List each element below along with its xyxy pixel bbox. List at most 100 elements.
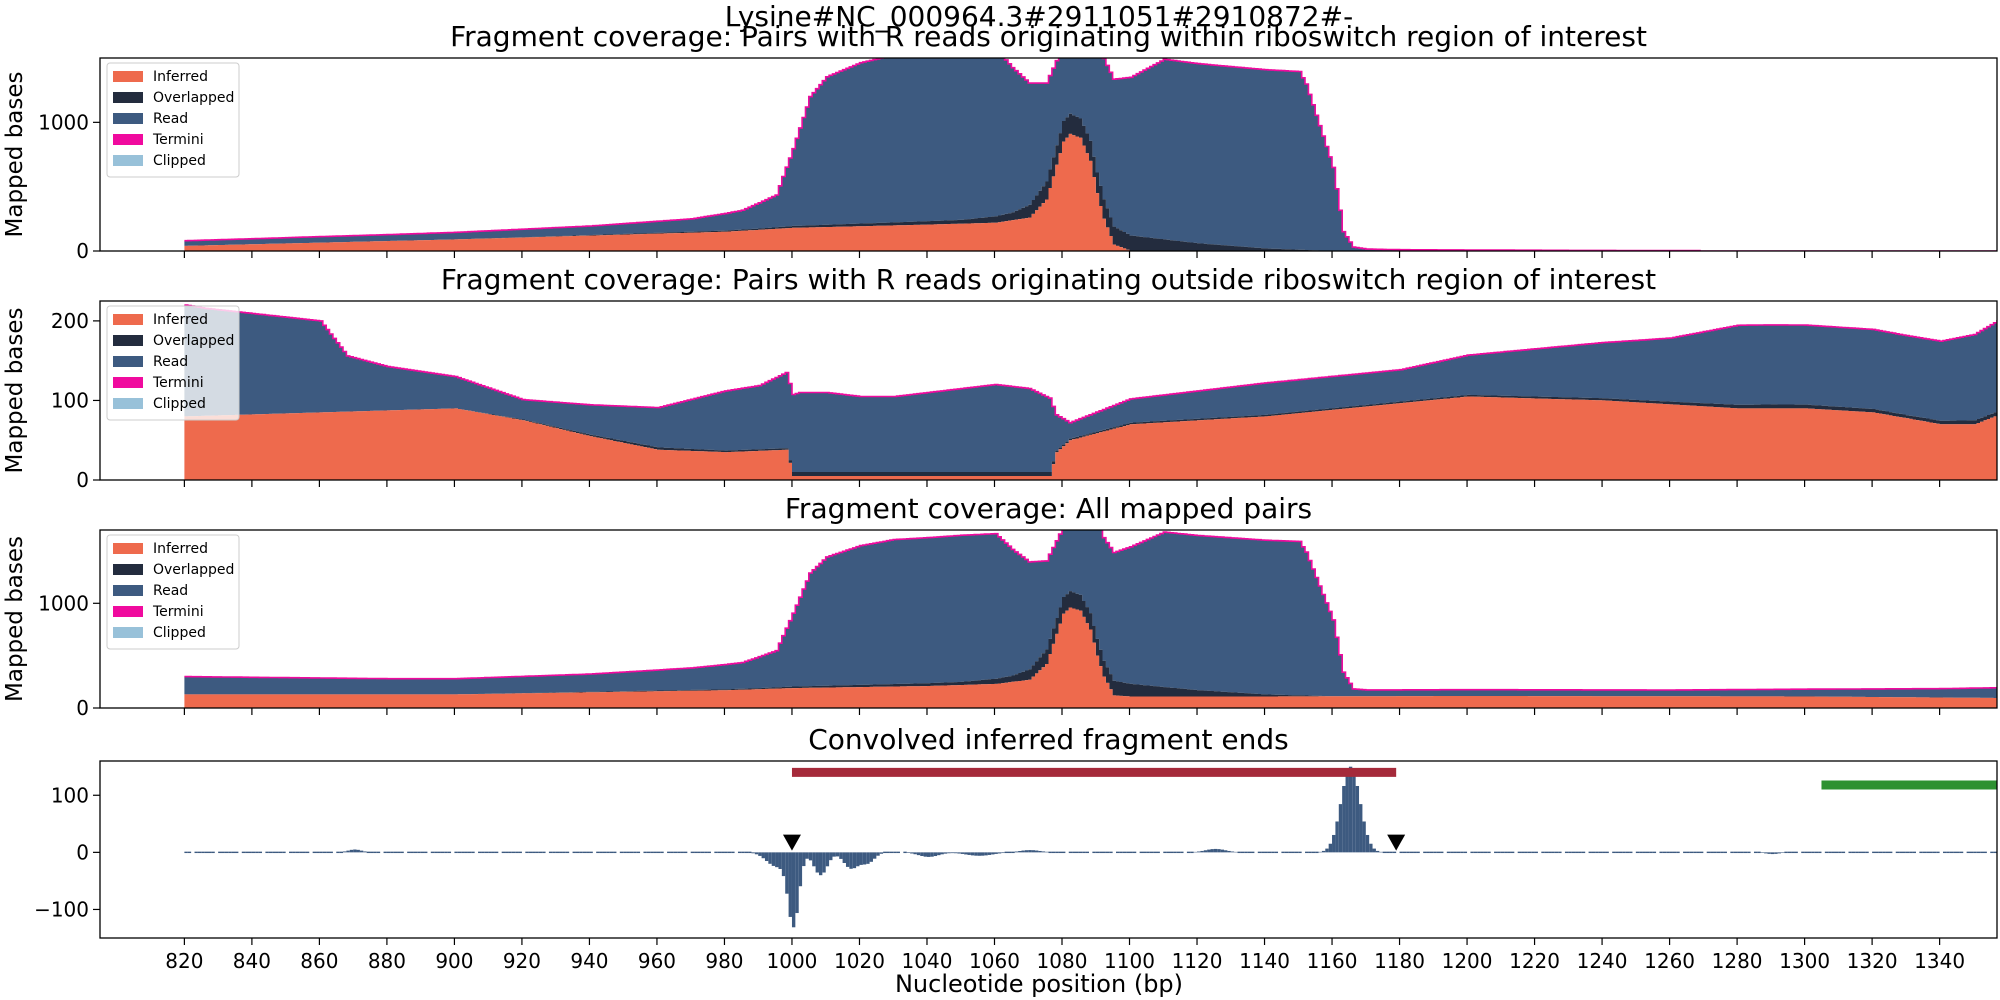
bar xyxy=(883,851,887,854)
plot-area xyxy=(184,530,1997,708)
bar xyxy=(552,851,556,854)
legend-swatch xyxy=(113,543,143,554)
bar xyxy=(1558,851,1562,854)
bar xyxy=(363,851,367,853)
bar xyxy=(1014,851,1019,853)
bar xyxy=(1078,851,1083,854)
bar xyxy=(1784,851,1788,854)
bar xyxy=(1220,849,1225,853)
bar xyxy=(299,851,303,854)
bar xyxy=(356,849,360,853)
bar xyxy=(1504,851,1508,854)
bar xyxy=(1247,851,1252,854)
bar xyxy=(656,851,661,854)
panel-title: Convolved inferred fragment ends xyxy=(808,723,1289,756)
bar xyxy=(1983,851,1987,854)
legend-label: Overlapped xyxy=(153,562,234,578)
legend-label: Read xyxy=(153,111,188,127)
y-tick-label: −100 xyxy=(34,897,89,921)
bar xyxy=(960,852,965,854)
x-tick-label: 1080 xyxy=(1037,949,1088,973)
bar xyxy=(437,851,441,854)
bar xyxy=(1453,851,1457,854)
bar xyxy=(1325,848,1329,853)
bar xyxy=(1777,852,1781,854)
plot-area xyxy=(184,766,1997,928)
bar xyxy=(748,851,752,854)
bar xyxy=(1615,851,1619,854)
legend-label: Termini xyxy=(152,604,204,620)
bar xyxy=(359,850,364,853)
x-tick-label: 940 xyxy=(570,949,608,973)
bar xyxy=(1672,851,1677,854)
bar xyxy=(1176,851,1181,854)
bar xyxy=(1092,851,1096,854)
bar xyxy=(744,851,749,854)
bar xyxy=(491,851,495,854)
bar xyxy=(201,851,205,854)
bar xyxy=(1362,821,1366,853)
bar xyxy=(501,851,506,854)
bar xyxy=(1834,851,1839,854)
bar xyxy=(1406,851,1410,854)
bar xyxy=(1119,851,1123,854)
bar xyxy=(255,851,259,854)
bar xyxy=(302,851,306,854)
bar xyxy=(1669,851,1673,854)
bar xyxy=(1156,851,1160,854)
axes-frame xyxy=(99,57,1998,252)
bar xyxy=(1068,851,1073,854)
plot-area xyxy=(184,304,1997,480)
bar xyxy=(1895,851,1900,854)
bar xyxy=(872,852,877,859)
bar xyxy=(677,851,681,854)
y-tick-label: 200 xyxy=(51,309,89,333)
bar xyxy=(1976,851,1981,854)
bar xyxy=(1470,851,1474,854)
bar xyxy=(478,851,482,854)
bar xyxy=(646,851,651,854)
bar xyxy=(1257,851,1262,854)
bar xyxy=(1581,851,1586,854)
bar xyxy=(1298,851,1302,854)
bar xyxy=(754,852,759,855)
bar xyxy=(383,851,387,854)
bar xyxy=(997,852,1002,854)
x-tick-label: 1260 xyxy=(1644,949,1695,973)
bar xyxy=(1480,851,1484,854)
bar xyxy=(1807,851,1812,854)
legend-swatch xyxy=(113,71,143,82)
bar xyxy=(694,851,698,854)
bar xyxy=(1652,851,1657,854)
plot-area xyxy=(184,58,1997,251)
bar xyxy=(906,852,911,853)
bar xyxy=(599,851,603,854)
bar xyxy=(1203,850,1208,853)
bar xyxy=(670,851,674,854)
bar xyxy=(1018,851,1022,853)
series-termini xyxy=(184,58,1997,251)
bar xyxy=(275,851,279,854)
y-tick-label: 0 xyxy=(76,468,89,492)
bar xyxy=(292,851,296,854)
bar xyxy=(518,851,522,854)
bar xyxy=(322,851,327,854)
bar xyxy=(289,851,293,854)
bar xyxy=(653,851,657,854)
bar xyxy=(1095,851,1100,854)
legend-swatch xyxy=(113,377,143,388)
y-tick-label: 1000 xyxy=(38,591,89,615)
x-tick-label: 1060 xyxy=(969,949,1020,973)
bar xyxy=(1811,851,1815,854)
bar xyxy=(1227,850,1231,853)
legend-label: Clipped xyxy=(153,396,206,412)
bar xyxy=(1956,851,1960,854)
bar xyxy=(589,851,593,854)
panel-title: Fragment coverage: Pairs with R reads or… xyxy=(450,20,1647,53)
bar xyxy=(1372,848,1376,853)
bar xyxy=(1875,851,1879,854)
bar xyxy=(1392,851,1397,854)
bar xyxy=(353,849,357,853)
bar xyxy=(346,850,350,853)
